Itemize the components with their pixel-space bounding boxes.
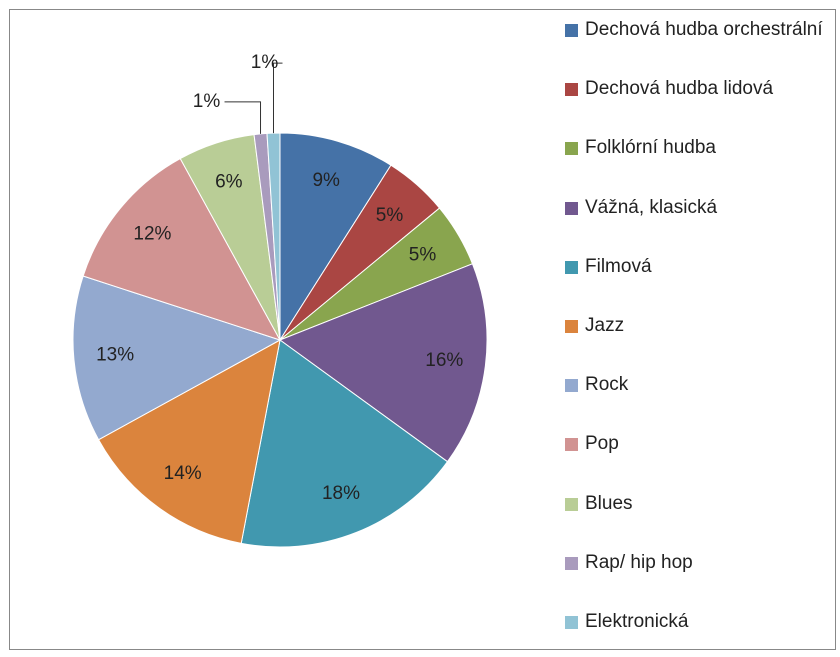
- legend-item: Dechová hudba lidová: [565, 77, 830, 101]
- legend-label: Pop: [585, 433, 619, 455]
- pie-slice: [97, 339, 281, 544]
- legend-item: Elektronická: [565, 610, 830, 634]
- chart-border: [9, 9, 836, 650]
- legend-swatch: [565, 438, 578, 452]
- legend-item: Rap/ hip hop: [565, 551, 830, 575]
- legend-label: Elektronická: [585, 611, 689, 632]
- legend-swatch: [565, 497, 578, 511]
- legend-swatch: [565, 24, 578, 37]
- legend-label: Vážná, klasická: [585, 196, 718, 218]
- data-label: 16%: [425, 350, 463, 371]
- data-label: 9%: [312, 170, 340, 191]
- legend-swatch: [565, 320, 578, 333]
- leader-line: [272, 62, 283, 134]
- legend-swatch: [565, 556, 578, 570]
- legend-label: Folklórní hudba: [585, 137, 716, 159]
- legend-item: Blues: [565, 492, 830, 516]
- data-label: 13%: [96, 345, 134, 366]
- legend-label: Dechová hudba lidová: [585, 78, 774, 100]
- data-label: 18%: [322, 483, 360, 504]
- pie-slice: [82, 157, 282, 341]
- legend-swatch: [565, 379, 578, 393]
- data-label: 14%: [164, 463, 202, 484]
- legend-label: Blues: [585, 492, 633, 514]
- data-label: 6%: [215, 172, 243, 193]
- pie-slice: [72, 275, 282, 441]
- legend-label: Dechová hudba orchestrální: [585, 19, 823, 40]
- legend-item: Dechová hudba orchestrální: [565, 18, 830, 42]
- data-label: 12%: [133, 223, 171, 244]
- data-label: 1%: [251, 52, 279, 73]
- legend-label: Jazz: [585, 315, 625, 336]
- legend-label: Filmová: [585, 255, 652, 277]
- legend-item: Folklórní hudba: [565, 136, 830, 160]
- legend-swatch: [565, 616, 578, 629]
- legend-swatch: [565, 83, 578, 97]
- legend-swatch: [565, 201, 578, 215]
- leader-line: [224, 101, 262, 134]
- legend-swatch: [565, 142, 578, 156]
- legend-label: Rock: [585, 374, 629, 396]
- legend-item: Jazz: [565, 314, 830, 338]
- legend-item: Vážná, klasická: [565, 196, 830, 220]
- legend-item: Filmová: [565, 255, 830, 279]
- data-label: 5%: [409, 245, 437, 266]
- legend-label: Rap/ hip hop: [585, 551, 693, 573]
- data-label: 1%: [193, 91, 221, 112]
- legend-item: Rock: [565, 373, 830, 397]
- legend-item: Pop: [565, 432, 830, 456]
- pie-slice: [278, 263, 488, 463]
- legend-swatch: [565, 260, 578, 274]
- pie-slice: [240, 339, 449, 548]
- pie-slice: [279, 132, 392, 342]
- data-label: 5%: [376, 205, 404, 226]
